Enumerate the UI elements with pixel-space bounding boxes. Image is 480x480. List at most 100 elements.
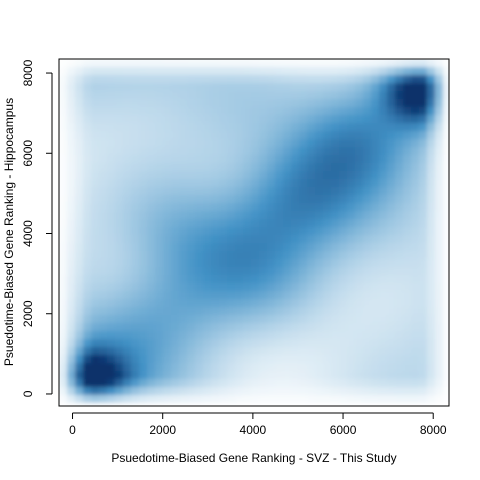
density-cell: [123, 195, 132, 204]
density-cell: [435, 251, 444, 260]
density-cell: [123, 387, 132, 396]
density-cell: [107, 299, 116, 308]
density-cell: [219, 267, 228, 276]
density-cell: [123, 59, 132, 68]
density-cell: [291, 275, 300, 284]
density-cell: [347, 179, 356, 188]
density-cell: [307, 339, 316, 348]
density-cell: [299, 131, 308, 140]
density-cell: [147, 267, 156, 276]
density-cell: [427, 315, 436, 324]
density-cell: [371, 371, 380, 380]
density-cell: [99, 227, 108, 236]
density-cell: [123, 75, 132, 84]
density-cell: [99, 371, 108, 380]
density-cell: [259, 67, 268, 76]
density-cell: [395, 235, 404, 244]
density-cell: [195, 299, 204, 308]
density-cell: [259, 251, 268, 260]
density-cell: [419, 59, 428, 68]
density-cell: [299, 347, 308, 356]
density-cell: [147, 331, 156, 340]
density-cell: [283, 75, 292, 84]
density-cell: [403, 379, 412, 388]
density-cell: [187, 123, 196, 132]
density-cell: [139, 99, 148, 108]
density-cell: [387, 163, 396, 172]
density-cell: [155, 251, 164, 260]
density-cell: [427, 75, 436, 84]
density-cell: [275, 355, 284, 364]
density-cell: [203, 387, 212, 396]
density-cell: [243, 347, 252, 356]
density-cell: [283, 195, 292, 204]
density-cell: [147, 299, 156, 308]
density-cell: [403, 75, 412, 84]
density-cell: [323, 211, 332, 220]
density-cell: [275, 59, 284, 68]
density-cell: [171, 339, 180, 348]
density-cell: [411, 107, 420, 116]
density-cell: [331, 139, 340, 148]
density-cell: [179, 275, 188, 284]
density-cell: [171, 235, 180, 244]
density-cell: [195, 195, 204, 204]
density-cell: [131, 115, 140, 124]
density-cell: [219, 195, 228, 204]
density-cell: [211, 115, 220, 124]
density-cell: [123, 131, 132, 140]
density-cell: [187, 115, 196, 124]
density-cell: [243, 323, 252, 332]
density-cell: [211, 331, 220, 340]
density-cell: [171, 99, 180, 108]
density-cell: [259, 179, 268, 188]
density-cell: [419, 363, 428, 372]
density-cell: [195, 83, 204, 92]
density-cell: [171, 171, 180, 180]
density-cell: [323, 131, 332, 140]
density-cell: [323, 355, 332, 364]
density-cell: [371, 299, 380, 308]
density-cell: [411, 323, 420, 332]
density-cell: [411, 123, 420, 132]
density-cell: [203, 275, 212, 284]
density-cell: [299, 283, 308, 292]
density-cell: [91, 155, 100, 164]
density-cell: [379, 163, 388, 172]
density-cell: [331, 59, 340, 68]
density-cell: [139, 307, 148, 316]
density-cell: [427, 283, 436, 292]
density-cell: [323, 195, 332, 204]
density-cell: [107, 395, 116, 404]
density-cell: [443, 291, 449, 300]
density-cell: [107, 283, 116, 292]
density-cell: [307, 355, 316, 364]
density-cell: [395, 323, 404, 332]
density-cell: [275, 99, 284, 108]
density-cell: [131, 59, 140, 68]
density-cell: [283, 315, 292, 324]
density-cell: [355, 283, 364, 292]
density-cell: [243, 131, 252, 140]
density-cell: [427, 187, 436, 196]
density-cell: [403, 275, 412, 284]
density-cell: [323, 243, 332, 252]
density-cell: [67, 211, 76, 220]
density-cell: [395, 147, 404, 156]
density-cell: [195, 259, 204, 268]
density-cell: [99, 211, 108, 220]
density-cell: [155, 179, 164, 188]
density-cell: [139, 59, 148, 68]
density-cell: [131, 219, 140, 228]
density-cell: [99, 331, 108, 340]
density-cell: [443, 211, 449, 220]
density-cell: [371, 147, 380, 156]
density-cell: [339, 283, 348, 292]
density-cell: [299, 363, 308, 372]
density-cell: [99, 395, 108, 404]
density-cell: [75, 347, 84, 356]
density-cell: [235, 259, 244, 268]
y-tick-label: 0: [21, 390, 35, 397]
density-cell: [427, 227, 436, 236]
density-cell: [83, 147, 92, 156]
